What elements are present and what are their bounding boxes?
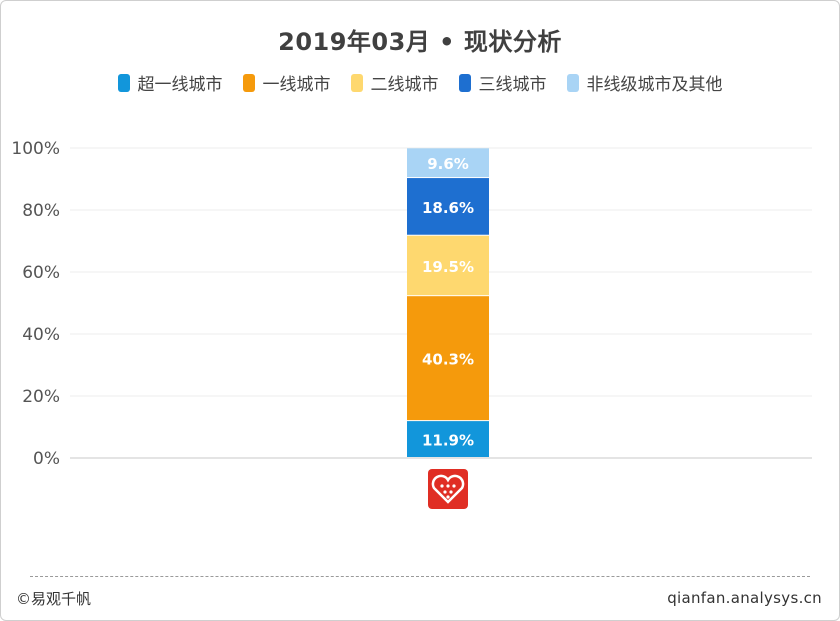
legend-label: 一线城市 [262, 75, 331, 95]
data-label: 18.6% [422, 199, 474, 217]
data-label: 40.3% [422, 351, 474, 369]
legend-swatch [566, 73, 579, 92]
legend-label: 三线城市 [478, 75, 547, 95]
legend-item-other: 非线级城市及其他 [566, 70, 723, 95]
chart-title: 2019年03月 • 现状分析 [278, 28, 562, 56]
footer-divider [30, 576, 810, 577]
legend-swatch [117, 73, 130, 92]
footer-copyright: ©易观千帆 [16, 590, 92, 608]
legend-swatch [242, 73, 255, 92]
legend-item-tier3: 三线城市 [458, 70, 547, 95]
chart-legend: 超一线城市 一线城市 二线城市 三线城市 非线级城市及其他 [0, 70, 840, 95]
data-label: 9.6% [427, 155, 469, 173]
bar-segment [407, 421, 489, 457]
legend-item-tier1: 一线城市 [242, 70, 331, 95]
y-tick-label: 20% [22, 387, 60, 407]
legend-swatch [458, 73, 471, 92]
data-label: 19.5% [422, 258, 474, 276]
bar-segment [407, 148, 489, 178]
y-tick-label: 40% [22, 325, 60, 345]
legend-swatch [350, 73, 363, 92]
y-tick-label: 80% [22, 201, 60, 221]
legend-label: 非线级城市及其他 [586, 75, 723, 95]
pinduoduo-logo-icon [428, 469, 468, 509]
legend-label: 超一线城市 [137, 75, 223, 95]
legend-item-super-tier1: 超一线城市 [117, 70, 223, 95]
legend-item-tier2: 二线城市 [350, 70, 439, 95]
legend-label: 二线城市 [370, 75, 439, 95]
bar-segment [407, 235, 489, 296]
y-tick-label: 60% [22, 263, 60, 283]
data-label: 11.9% [422, 432, 474, 450]
bar-segment [407, 296, 489, 421]
footer-source-url: qianfan.analysys.cn [667, 589, 822, 607]
y-tick-label: 100% [11, 139, 60, 159]
bar-segment [407, 178, 489, 235]
y-tick-label: 0% [33, 449, 60, 469]
